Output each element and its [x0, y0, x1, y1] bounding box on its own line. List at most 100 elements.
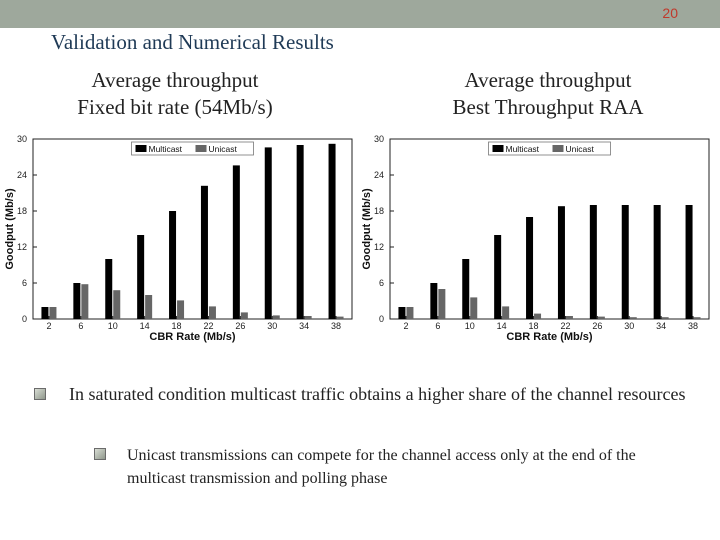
y-tick-label: 24: [374, 170, 384, 180]
right-chart-subtitle: Average throughput Best Throughput RAA: [398, 67, 698, 121]
y-axis-label: Goodput (Mb/s): [4, 188, 16, 270]
bar-multicast-22: [200, 185, 208, 319]
plot-area: [389, 138, 710, 320]
bar-unicast-18: [177, 300, 185, 319]
legend-box: [131, 141, 254, 156]
legend-label-multicast: Multicast: [506, 144, 540, 154]
left-chart-subtitle: Average throughput Fixed bit rate (54Mb/…: [25, 67, 325, 121]
bar-unicast-22: [565, 316, 573, 319]
y-tick-label: 18: [374, 206, 384, 216]
bar-multicast-14: [494, 235, 502, 319]
chart-legend: Multicast Unicast: [488, 141, 611, 156]
x-tick-label: 18: [172, 321, 182, 331]
bar-unicast-10: [470, 297, 478, 319]
y-axis-label: Goodput (Mb/s): [361, 188, 373, 270]
bar-multicast-2: [41, 307, 49, 319]
x-tick-label: 14: [497, 321, 507, 331]
x-axis-label: CBR Rate (Mb/s): [506, 331, 593, 343]
left-subtitle-line-1: Average throughput: [91, 68, 259, 92]
x-tick-label: 22: [203, 321, 213, 331]
x-tick-label: 26: [592, 321, 602, 331]
right-subtitle-line-1: Average throughput: [464, 68, 632, 92]
x-tick-label: 30: [267, 321, 277, 331]
x-tick-label: 18: [529, 321, 539, 331]
bar-unicast-18: [534, 313, 542, 319]
x-tick-label: 34: [299, 321, 309, 331]
bar-multicast-14: [137, 235, 145, 319]
bar-multicast-26: [232, 165, 240, 319]
bar-multicast-10: [462, 259, 470, 319]
x-tick-label: 38: [688, 321, 698, 331]
bar-unicast-34: [661, 317, 669, 319]
y-tick-label: 18: [17, 206, 27, 216]
legend-label-unicast: Unicast: [209, 144, 238, 154]
bar-unicast-34: [304, 316, 312, 319]
x-tick-label: 14: [140, 321, 150, 331]
bullet-checkbox-icon: [94, 448, 106, 460]
legend-box: [488, 141, 611, 156]
bar-unicast-22: [208, 306, 216, 319]
legend-label-multicast: Multicast: [149, 144, 183, 154]
top-bar: [0, 0, 720, 28]
bar-multicast-6: [73, 283, 81, 319]
y-tick-label: 12: [17, 242, 27, 252]
bar-multicast-38: [328, 143, 336, 319]
bar-unicast-14: [502, 306, 510, 319]
y-tick-label: 30: [374, 134, 384, 144]
x-axis-label: CBR Rate (Mb/s): [149, 331, 236, 343]
left-subtitle-line-2: Fixed bit rate (54Mb/s): [77, 95, 273, 119]
bullet-saturated-condition: In saturated condition multicast traffic…: [69, 384, 686, 404]
bar-unicast-26: [240, 312, 248, 319]
bar-multicast-34: [296, 145, 304, 319]
chart-legend: Multicast Unicast: [131, 141, 254, 156]
x-tick-label: 6: [78, 321, 83, 331]
y-tick-label: 6: [379, 278, 384, 288]
bar-unicast-10: [113, 290, 121, 319]
bar-unicast-6: [438, 289, 446, 319]
bar-unicast-30: [272, 315, 280, 319]
bar-unicast-26: [597, 316, 605, 319]
x-tick-label: 6: [435, 321, 440, 331]
x-tick-label: 2: [46, 321, 51, 331]
bar-multicast-30: [621, 205, 629, 319]
x-tick-label: 26: [235, 321, 245, 331]
bar-unicast-6: [81, 284, 89, 319]
legend-swatch-multicast: [492, 145, 504, 152]
bar-multicast-6: [430, 283, 438, 319]
bar-multicast-30: [264, 147, 272, 319]
y-tick-label: 6: [22, 278, 27, 288]
bullet-checkbox-icon: [34, 388, 46, 400]
bar-unicast-38: [693, 317, 701, 319]
y-tick-label: 12: [374, 242, 384, 252]
bar-unicast-2: [49, 307, 57, 319]
y-tick-label: 30: [17, 134, 27, 144]
bar-multicast-18: [169, 211, 177, 319]
x-tick-label: 30: [624, 321, 634, 331]
x-tick-label: 22: [560, 321, 570, 331]
legend-swatch-unicast: [195, 145, 207, 152]
legend-swatch-multicast: [135, 145, 147, 152]
plot-area: [32, 138, 353, 320]
bar-unicast-30: [629, 317, 637, 319]
bar-unicast-38: [336, 316, 344, 319]
bar-multicast-10: [105, 259, 113, 319]
page-number: 20: [662, 5, 678, 21]
bar-multicast-34: [653, 205, 661, 319]
x-tick-label: 10: [465, 321, 475, 331]
sub-bullet-unicast-access: Unicast transmissions can compete for th…: [127, 447, 636, 487]
x-tick-label: 38: [331, 321, 341, 331]
bar-multicast-38: [685, 205, 693, 319]
legend-swatch-unicast: [552, 145, 564, 152]
slide-title: Validation and Numerical Results: [51, 30, 334, 54]
bar-multicast-18: [526, 217, 534, 319]
bar-multicast-22: [557, 206, 565, 319]
y-tick-label: 0: [379, 314, 384, 324]
y-tick-label: 24: [17, 170, 27, 180]
x-tick-label: 34: [656, 321, 666, 331]
bar-unicast-14: [145, 295, 153, 319]
bar-multicast-2: [398, 307, 406, 319]
bar-multicast-26: [589, 205, 597, 319]
legend-label-unicast: Unicast: [566, 144, 595, 154]
x-tick-label: 2: [403, 321, 408, 331]
